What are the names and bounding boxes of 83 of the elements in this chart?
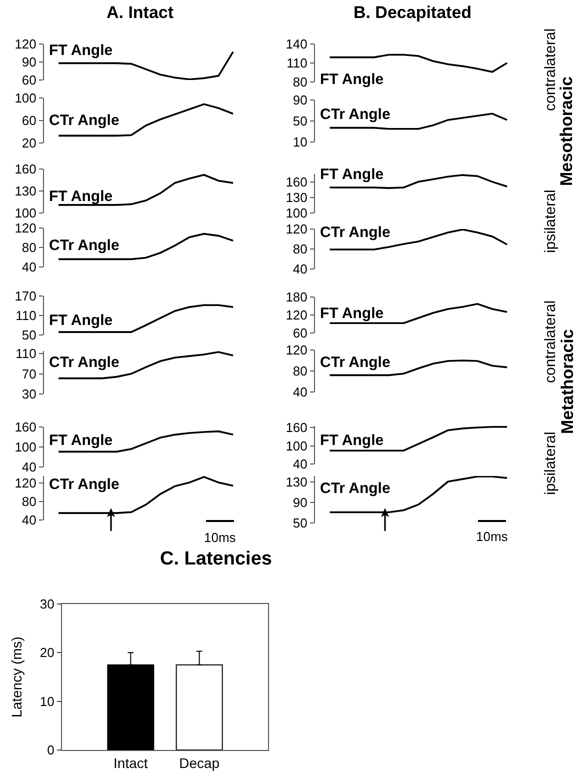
y-tick-label: 110	[16, 346, 36, 361]
y-tick-label: 100	[286, 206, 308, 221]
y-tick-label: 20	[40, 645, 54, 660]
y-tick-label: 40	[22, 512, 36, 528]
y-tick-label: 40	[292, 262, 308, 277]
y-tick-label: 90	[22, 54, 36, 70]
text: ipsilateral	[542, 190, 559, 254]
y-tick-label: 130	[14, 184, 36, 199]
y-tick-label: 50	[292, 515, 308, 530]
chart-title: C. Latencies	[160, 548, 272, 570]
annotation: FT Angle	[49, 432, 113, 449]
y-tick-label: 10	[40, 694, 54, 709]
y-tick-label: 160	[14, 162, 36, 177]
y-tick-label: 100	[286, 438, 308, 453]
text: 10ms	[476, 528, 508, 544]
y-tick-label: 50	[292, 114, 308, 129]
y-tick-label: 120	[14, 220, 36, 236]
y-tick-label: 20	[22, 136, 36, 151]
text: contralateral	[542, 300, 559, 383]
annotation: CTr Angle	[320, 224, 390, 241]
annotation: CTr Angle	[49, 476, 120, 494]
y-tick-label: 120	[14, 476, 36, 491]
annotation: CTr Angle	[320, 106, 390, 123]
y-tick-label: 100	[14, 90, 36, 106]
y-tick-label: 130	[286, 474, 308, 490]
text: contralateral	[542, 28, 559, 111]
y-tick-label: 160	[286, 420, 308, 435]
y-tick-label: 100	[14, 440, 36, 455]
y-tick-label: 180	[286, 290, 308, 305]
y-tick-label: 60	[22, 113, 36, 128]
annotation: FT Angle	[320, 166, 384, 184]
annotation: CTr Angle	[320, 480, 390, 497]
y-tick-label: 80	[22, 494, 36, 510]
annotation: CTr Angle	[49, 237, 120, 254]
y-tick-label: 170	[14, 288, 36, 304]
y-tick-label: 80	[292, 364, 308, 379]
annotation: CTr Angle	[49, 112, 120, 129]
annotation: CTr Angle	[320, 354, 390, 371]
y-tick-label: 40	[292, 384, 308, 400]
y-tick-label: 90	[292, 92, 308, 108]
y-tick-label: 120	[14, 36, 36, 52]
y-tick-label: 80	[22, 240, 36, 256]
y-tick-label: 30	[40, 596, 54, 612]
y-tick-label: 40	[292, 456, 308, 472]
y-tick-label: 70	[22, 366, 36, 381]
y-tick-label: 40	[22, 460, 36, 475]
x-tick-label: Decap	[179, 754, 220, 771]
chart-title: A. Intact	[106, 2, 174, 22]
text: ipsilateral	[542, 431, 559, 494]
y-tick-label: 50	[22, 328, 36, 343]
y-tick-label: 120	[286, 222, 308, 237]
text: Mesothoracic	[557, 76, 576, 186]
annotation: FT Angle	[320, 305, 384, 322]
x-tick-label: Intact	[114, 754, 148, 771]
text: Metathoracic	[558, 329, 576, 434]
y-tick-label: 160	[286, 174, 308, 190]
annotation: FT Angle	[49, 188, 113, 205]
y-tick-label: 40	[22, 260, 36, 275]
text: 10ms	[204, 530, 236, 546]
annotation: FT Angle	[49, 312, 113, 329]
y-tick-label: 60	[22, 72, 36, 88]
y-tick-label: 120	[286, 308, 308, 323]
y-tick-label: 60	[292, 326, 308, 341]
y-tick-label: 120	[286, 342, 308, 358]
y-tick-label: 130	[286, 190, 308, 206]
annotation: FT Angle	[49, 42, 113, 59]
y-tick-label: 10	[292, 134, 308, 150]
annotation: CTr Angle	[49, 354, 120, 370]
y-tick-label: 140	[286, 36, 308, 52]
y-tick-label: 80	[292, 74, 308, 90]
y-tick-label: 100	[14, 206, 36, 221]
y-tick-label: 160	[14, 420, 36, 435]
y-tick-label: 110	[286, 56, 308, 71]
y-tick-label: 110	[16, 308, 36, 324]
y-tick-label: 0	[47, 742, 54, 758]
y-axis-title: Latency (ms)	[8, 636, 25, 718]
line-series	[328, 54, 508, 73]
y-tick-label: 80	[292, 242, 308, 257]
y-tick-label: 30	[22, 386, 36, 402]
y-tick-label: 90	[292, 494, 308, 510]
annotation: FT Angle	[320, 432, 384, 448]
chart-title: B. Decapitated	[353, 2, 472, 22]
annotation: FT Angle	[320, 71, 384, 88]
